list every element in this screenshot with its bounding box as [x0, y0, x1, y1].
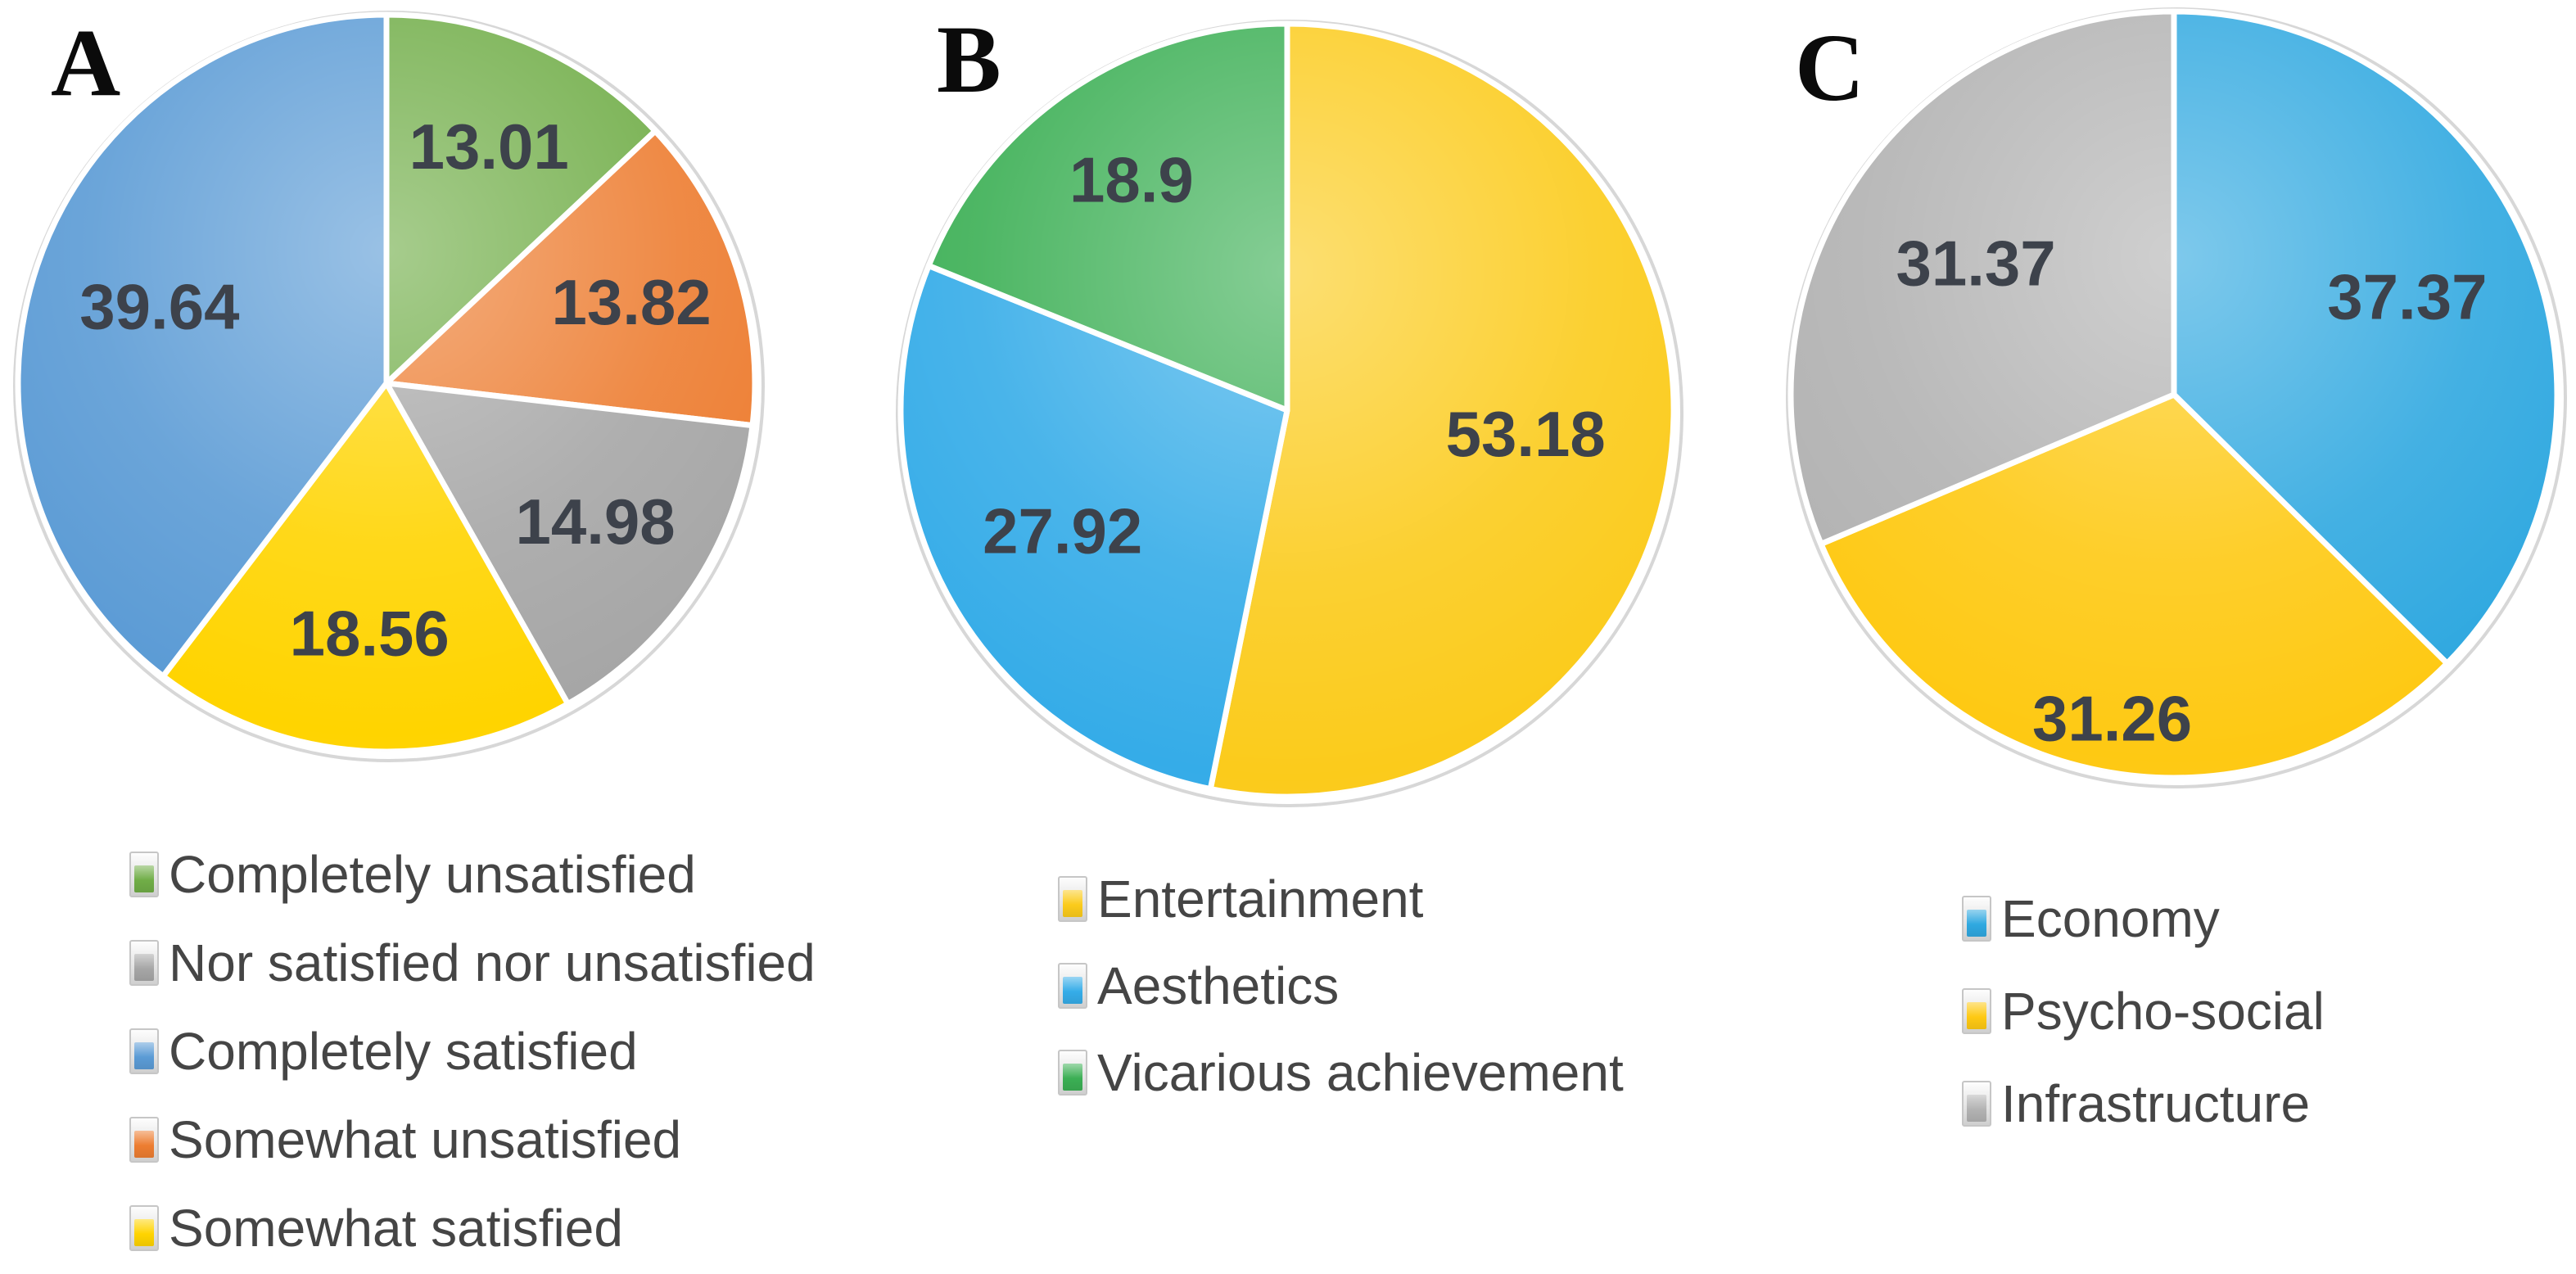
legend-a-item-2: Completely satisfied [129, 1022, 816, 1081]
legend-key-color-swatch [1967, 909, 1986, 937]
legend-key-icon [1962, 988, 1991, 1034]
legend-label: Completely unsatisfied [169, 845, 696, 904]
legend-label: Aesthetics [1097, 956, 1340, 1015]
pie-a-value-label-4: 39.64 [79, 270, 239, 342]
legend-key-color-swatch [134, 953, 154, 981]
pie-a-value-label-1: 13.82 [551, 266, 711, 338]
pie-a-value-label-2: 14.98 [515, 486, 675, 558]
legend-key-icon [129, 1117, 159, 1163]
legend-key-icon [129, 940, 159, 986]
legend-key-color-swatch [1063, 889, 1082, 917]
panel-label-b: B [937, 6, 1001, 113]
pie-b-value-label-2: 18.9 [1069, 143, 1194, 215]
legend-key-icon [129, 1205, 159, 1251]
legend-key-icon [1962, 896, 1991, 942]
legend-a: Completely unsatisfied Nor satisfied nor … [129, 848, 816, 1258]
legend-key-color-swatch [1967, 1094, 1986, 1122]
legend-b-item-1: Aesthetics [1058, 956, 1624, 1015]
legend-label: Completely satisfied [169, 1022, 638, 1081]
legend-label: Infrastructure [2001, 1074, 2311, 1133]
legend-c-item-1: Psycho-social [1962, 982, 2325, 1041]
legend-a-item-3: Somewhat unsatisfied [129, 1110, 816, 1169]
legend-label: Nor satisfied nor unsatisfied [169, 933, 816, 992]
legend-label: Somewhat satisfied [169, 1199, 623, 1258]
legend-key-color-swatch [134, 1130, 154, 1158]
legend-label: Somewhat unsatisfied [169, 1110, 682, 1169]
legend-c-item-2: Infrastructure [1962, 1077, 2325, 1130]
legend-label: Economy [2001, 889, 2220, 948]
legend-key-color-swatch [1063, 1063, 1082, 1091]
legend-key-icon [1058, 1050, 1087, 1096]
legend-c: Economy Psycho-social Infrastructure [1962, 892, 2325, 1130]
legend-key-icon [129, 1028, 159, 1074]
panel-label-a: A [51, 9, 121, 116]
legend-label: Psycho-social [2001, 982, 2325, 1041]
legend-key-color-swatch [134, 1041, 154, 1069]
legend-label: Vicarious achievement [1097, 1043, 1624, 1102]
pie-b-value-label-1: 27.92 [983, 495, 1142, 567]
legend-key-color-swatch [1063, 976, 1082, 1004]
legend-key-color-swatch [1967, 1001, 1986, 1029]
legend-key-icon [1962, 1081, 1991, 1127]
legend-a-item-1: Nor satisfied nor unsatisfied [129, 933, 816, 992]
pie-a-value-label-3: 18.56 [290, 597, 450, 669]
legend-a-item-4: Somewhat satisfied [129, 1199, 816, 1258]
legend-label: Entertainment [1097, 870, 1424, 928]
legend-b: Entertainment Aesthetics Vicarious achieve… [1058, 870, 1624, 1099]
pie-c-value-label-2: 31.37 [1896, 228, 2055, 300]
pie-c-value-label-1: 31.26 [2032, 682, 2192, 754]
legend-key-icon [1058, 963, 1087, 1009]
pie-c-value-label-0: 37.37 [2327, 261, 2487, 333]
legend-b-item-0: Entertainment [1058, 870, 1624, 928]
pie-a-value-label-0: 13.01 [409, 111, 569, 183]
pie-b-value-label-0: 53.18 [1446, 398, 1606, 470]
legend-key-icon [129, 852, 159, 897]
legend-key-color-swatch [134, 865, 154, 892]
legend-c-item-0: Economy [1962, 892, 2325, 945]
legend-key-icon [1058, 876, 1087, 922]
legend-a-item-0: Completely unsatisfied [129, 848, 816, 901]
panel-label-c: C [1795, 14, 1865, 121]
legend-key-color-swatch [134, 1218, 154, 1246]
legend-b-item-2: Vicarious achievement [1058, 1046, 1624, 1099]
